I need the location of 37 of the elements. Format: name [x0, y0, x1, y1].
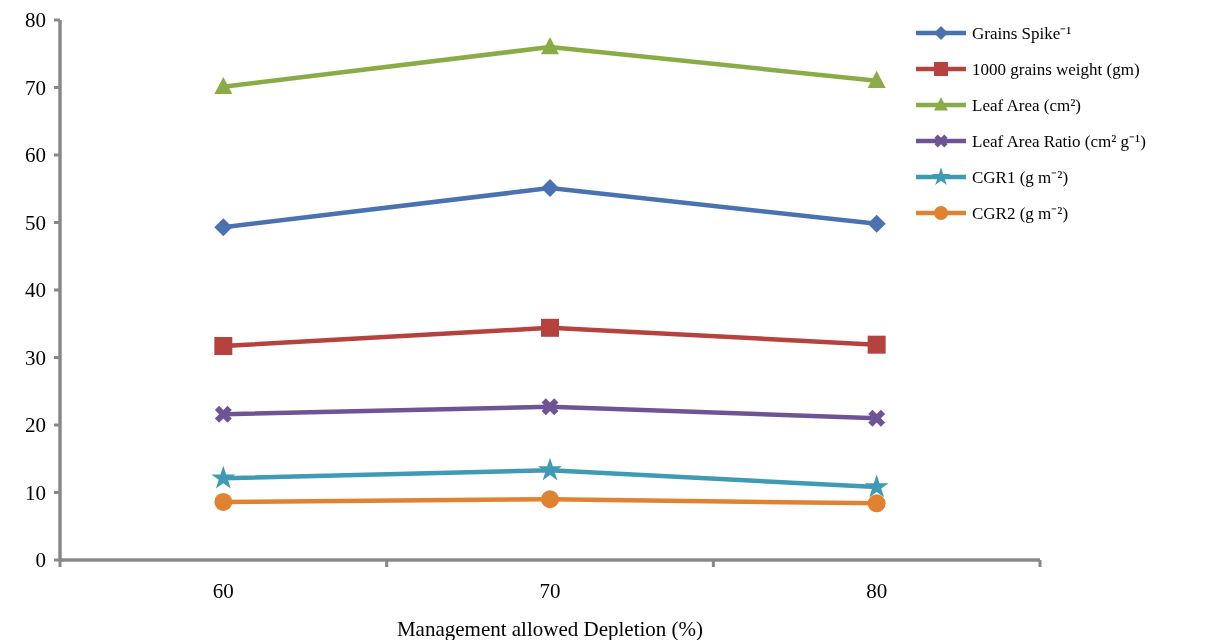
point [868, 409, 886, 427]
point [541, 318, 559, 337]
point [867, 70, 886, 88]
y-tick-label: 60 [25, 143, 46, 168]
point [214, 337, 233, 356]
point [541, 179, 559, 198]
x-tick-label: 60 [212, 579, 234, 603]
y-tick-label: 0 [35, 548, 46, 573]
y-tick-label: 80 [25, 8, 46, 33]
legend-label: CGR2 (g m⁻²) [972, 203, 1069, 223]
legend-label: Grains Spike⁻¹ [972, 23, 1072, 43]
point [867, 494, 886, 513]
point [538, 457, 562, 481]
x-axis-title: Management allowed Depletion (%) [396, 617, 704, 640]
point [214, 218, 233, 237]
point [867, 214, 886, 233]
point [541, 490, 559, 509]
legend-label: Leaf Area (cm²) [972, 95, 1081, 115]
point [214, 405, 232, 423]
y-tick-label: 10 [25, 480, 46, 505]
point [541, 37, 559, 55]
point [211, 465, 236, 489]
y-tick-label: 30 [25, 345, 46, 370]
x-tick-label: 70 [539, 579, 561, 603]
y-tick-label: 20 [25, 413, 46, 438]
point [214, 492, 233, 511]
point [864, 474, 889, 498]
x-tick-label: 80 [866, 579, 888, 603]
point [541, 398, 559, 416]
point [214, 76, 233, 95]
y-tick-label: 70 [25, 75, 46, 100]
point [867, 335, 886, 354]
legend-label: CGR1 (g m⁻²) [972, 167, 1069, 187]
legend-label: 1000 grains weight (gm) [972, 59, 1140, 79]
y-tick-label: 50 [25, 210, 46, 235]
legend-label: Leaf Area Ratio (cm² g⁻¹) [972, 131, 1146, 151]
y-tick-label: 40 [25, 278, 46, 303]
